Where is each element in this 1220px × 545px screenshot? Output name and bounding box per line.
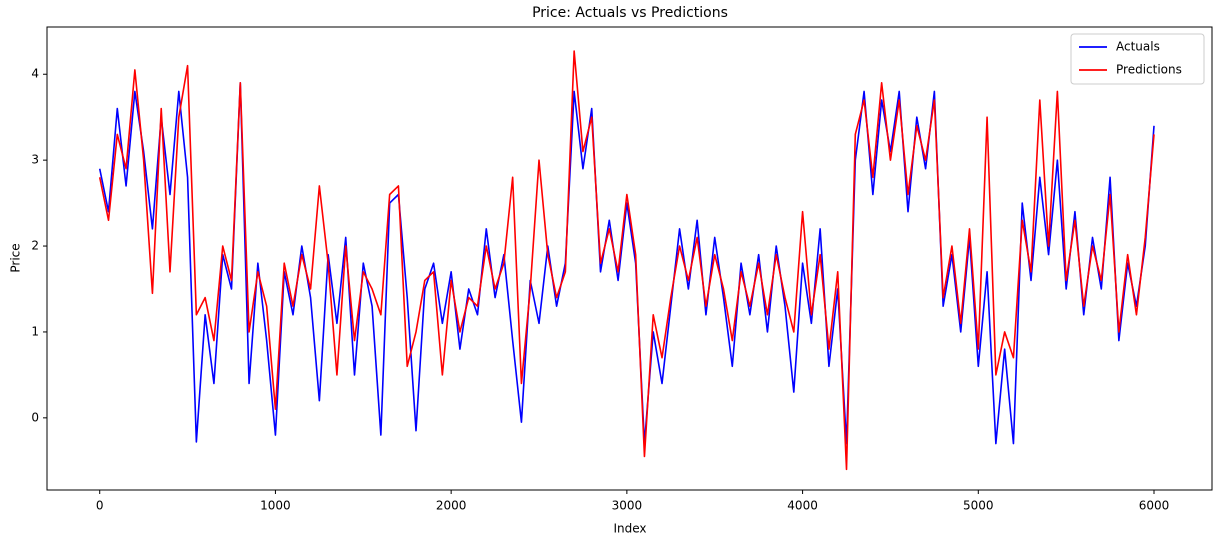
x-tick-label: 5000 [963,499,994,513]
plot-frame [46,26,1213,491]
legend-label: Actuals [1116,40,1160,54]
x-tick-label: 3000 [612,499,643,513]
y-tick-label: 4 [31,67,39,81]
legend-label: Predictions [1116,63,1182,77]
x-tick-label: 4000 [787,499,818,513]
x-tick-label: 6000 [1139,499,1170,513]
x-tick-label: 0 [96,499,104,513]
y-tick-label: 1 [31,324,39,338]
chart-title: Price: Actuals vs Predictions [532,5,728,21]
x-axis-label: Index [613,522,646,536]
x-tick-label: 1000 [260,499,291,513]
y-tick-label: 0 [31,410,39,424]
series-line [98,50,1155,471]
series-line [98,82,1155,445]
y-tick-label: 3 [31,153,39,167]
y-axis-label: Price [9,243,23,272]
y-tick-label: 2 [31,239,39,253]
x-tick-label: 2000 [436,499,467,513]
